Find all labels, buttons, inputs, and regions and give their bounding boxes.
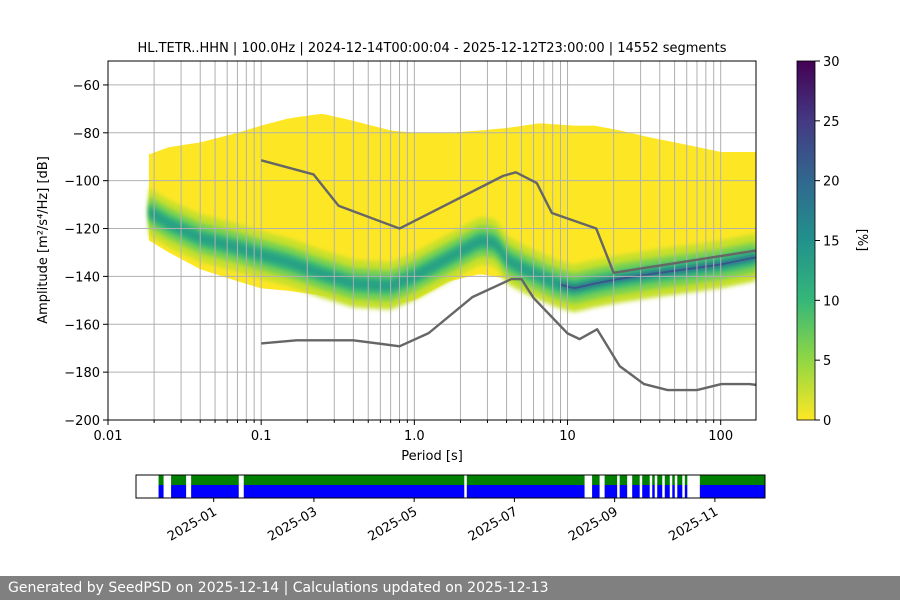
plot-content bbox=[148, 113, 756, 313]
footer-bar: Generated by SeedPSD on 2025-12-14 | Cal… bbox=[0, 576, 900, 600]
availability-tick-label: 2025-11 bbox=[666, 504, 721, 544]
availability-segment-top bbox=[604, 475, 618, 485]
availability-segment-top bbox=[191, 475, 239, 485]
availability-segment-top bbox=[652, 475, 655, 485]
x-tick-label: 0.1 bbox=[251, 429, 272, 444]
y-tick-label: −180 bbox=[64, 366, 100, 381]
availability-segment-top bbox=[243, 475, 465, 485]
grid-lines bbox=[107, 61, 756, 421]
availability-segment-bottom bbox=[466, 485, 585, 498]
x-tick-label: 0.01 bbox=[94, 429, 123, 444]
availability-tick-label: 2025-05 bbox=[366, 504, 421, 544]
colorbar-tick-label: 15 bbox=[823, 235, 840, 250]
availability-segment-top bbox=[466, 475, 585, 485]
availability-segment-bottom bbox=[699, 485, 765, 498]
availability-segment-bottom bbox=[592, 485, 600, 498]
availability-segment-bottom bbox=[632, 485, 640, 498]
x-axis-label: Period [s] bbox=[401, 449, 463, 464]
availability-segment-bottom bbox=[652, 485, 655, 498]
y-tick-label: −100 bbox=[64, 175, 100, 190]
y-tick-label: −120 bbox=[64, 223, 100, 238]
availability-segment-top bbox=[664, 475, 670, 485]
y-tick-label: −60 bbox=[73, 79, 100, 94]
availability-segment-bottom bbox=[604, 485, 618, 498]
footer-text: Generated by SeedPSD on 2025-12-14 | Cal… bbox=[8, 580, 549, 596]
availability-segment-top bbox=[592, 475, 600, 485]
colorbar-tick-label: 5 bbox=[823, 354, 831, 369]
plot-frame bbox=[107, 60, 757, 421]
colorbar-ticks: 0 5 10 15 20 25 30 bbox=[815, 55, 840, 429]
availability-segment-bottom bbox=[677, 485, 683, 498]
x-tick-label: 10 bbox=[559, 429, 576, 444]
availability-segment-top bbox=[684, 475, 688, 485]
availability-segment-bottom bbox=[664, 485, 670, 498]
colorbar-tick-label: 20 bbox=[823, 175, 840, 190]
availability-segment-top bbox=[657, 475, 663, 485]
ppsd-plot: 0.01 0.1 1.0 10 100 −60 −80 −100 −120 −140 −160 −18… bbox=[64, 60, 757, 444]
availability-segment-top bbox=[158, 475, 164, 485]
availability-segment-bottom bbox=[657, 485, 663, 498]
noise-model-nlnm bbox=[261, 277, 756, 392]
availability-tick-label: 2025-01 bbox=[165, 504, 220, 544]
availability-segment-bottom bbox=[171, 485, 187, 498]
availability-segment-top bbox=[171, 475, 187, 485]
y-tick-label: −80 bbox=[73, 127, 100, 142]
x-tick-label: 1.0 bbox=[404, 429, 425, 444]
availability-segment-top bbox=[632, 475, 640, 485]
availability-segment-bottom bbox=[684, 485, 688, 498]
availability-tick-label: 2025-03 bbox=[265, 504, 320, 544]
density-ridge-core bbox=[560, 256, 756, 289]
colorbar-label: [%] bbox=[854, 229, 869, 252]
colorbar-tick-label: 10 bbox=[823, 294, 840, 309]
availability-segment-bottom bbox=[619, 485, 628, 498]
availability-segment-top bbox=[677, 475, 683, 485]
colorbar-tick-label: 30 bbox=[823, 55, 840, 70]
availability-segment-bottom bbox=[158, 485, 164, 498]
colorbar-tick-label: 0 bbox=[823, 414, 831, 429]
availability-segment-bottom bbox=[191, 485, 239, 498]
availability-segment-top bbox=[642, 475, 650, 485]
x-tick-label: 100 bbox=[708, 429, 733, 444]
availability-tick-label: 2025-09 bbox=[566, 504, 621, 544]
availability-tick-label: 2025-07 bbox=[466, 504, 521, 544]
y-tick-label: −140 bbox=[64, 270, 100, 285]
y-axis-label: Amplitude [m²/s⁴/Hz] [dB] bbox=[36, 156, 51, 324]
availability-segment-bottom bbox=[243, 485, 465, 498]
availability-segment-top bbox=[672, 475, 675, 485]
ppsd-figure: HL.TETR..HHN | 100.0Hz | 2024-12-14T00:0… bbox=[36, 41, 869, 545]
colorbar bbox=[796, 60, 816, 421]
y-tick-label: −160 bbox=[64, 318, 100, 333]
availability-segment-top bbox=[699, 475, 765, 485]
y-tick-label: −200 bbox=[64, 414, 100, 429]
availability-segment-bottom bbox=[642, 485, 650, 498]
noise-model-nhnm bbox=[260, 159, 756, 275]
data-availability-strip: 2025-01 2025-03 2025-05 2025-07 2025-09 2025-… bbox=[135, 474, 766, 545]
availability-segment-top bbox=[619, 475, 628, 485]
density-band-strong bbox=[148, 202, 756, 298]
chart-title: HL.TETR..HHN | 100.0Hz | 2024-12-14T00:0… bbox=[137, 41, 726, 56]
availability-frame bbox=[135, 474, 766, 499]
colorbar-tick-label: 25 bbox=[823, 115, 840, 130]
availability-segment-bottom bbox=[672, 485, 675, 498]
